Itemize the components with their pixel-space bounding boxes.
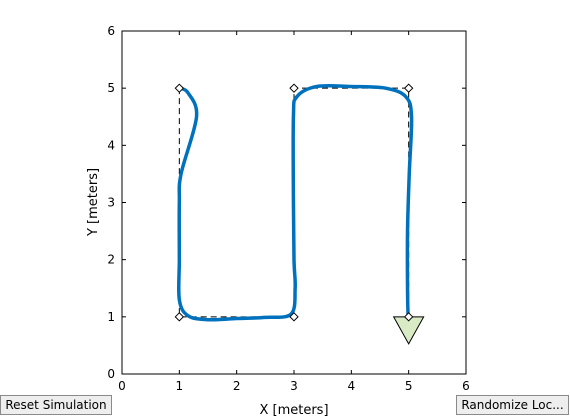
x-tick-label: 5 xyxy=(405,379,413,393)
waypoint-marker xyxy=(289,83,299,93)
x-tick-label: 6 xyxy=(462,379,470,393)
x-tick-label: 2 xyxy=(233,379,241,393)
x-tick-label: 1 xyxy=(176,379,184,393)
y-tick-label: 5 xyxy=(107,81,115,95)
y-tick-label: 4 xyxy=(107,138,115,152)
x-tick-label: 3 xyxy=(290,379,298,393)
y-tick-label: 1 xyxy=(107,310,115,324)
x-axis-label: X [meters] xyxy=(259,403,328,418)
randomize-location-button[interactable]: Randomize Loc... xyxy=(456,395,569,415)
waypoint-marker xyxy=(174,312,185,322)
waypoint-marker xyxy=(403,83,414,93)
x-ticks: 0 1 2 3 4 5 6 xyxy=(118,31,470,393)
plot-content xyxy=(174,83,425,345)
reset-simulation-button[interactable]: Reset Simulation xyxy=(0,395,112,415)
y-tick-label: 2 xyxy=(107,253,115,267)
y-tick-label: 0 xyxy=(107,367,115,381)
waypoint-marker xyxy=(289,312,299,322)
waypoint-marker xyxy=(403,312,414,322)
y-ticks: 0 1 2 3 4 5 6 xyxy=(107,24,466,381)
x-tick-label: 4 xyxy=(348,379,356,393)
x-tick-label: 0 xyxy=(118,379,126,393)
y-tick-label: 3 xyxy=(107,196,115,210)
waypoint-marker xyxy=(174,83,185,93)
y-axis-label: Y [meters] xyxy=(86,168,101,237)
y-tick-label: 6 xyxy=(107,24,115,38)
vehicle-trajectory-line xyxy=(176,83,414,322)
